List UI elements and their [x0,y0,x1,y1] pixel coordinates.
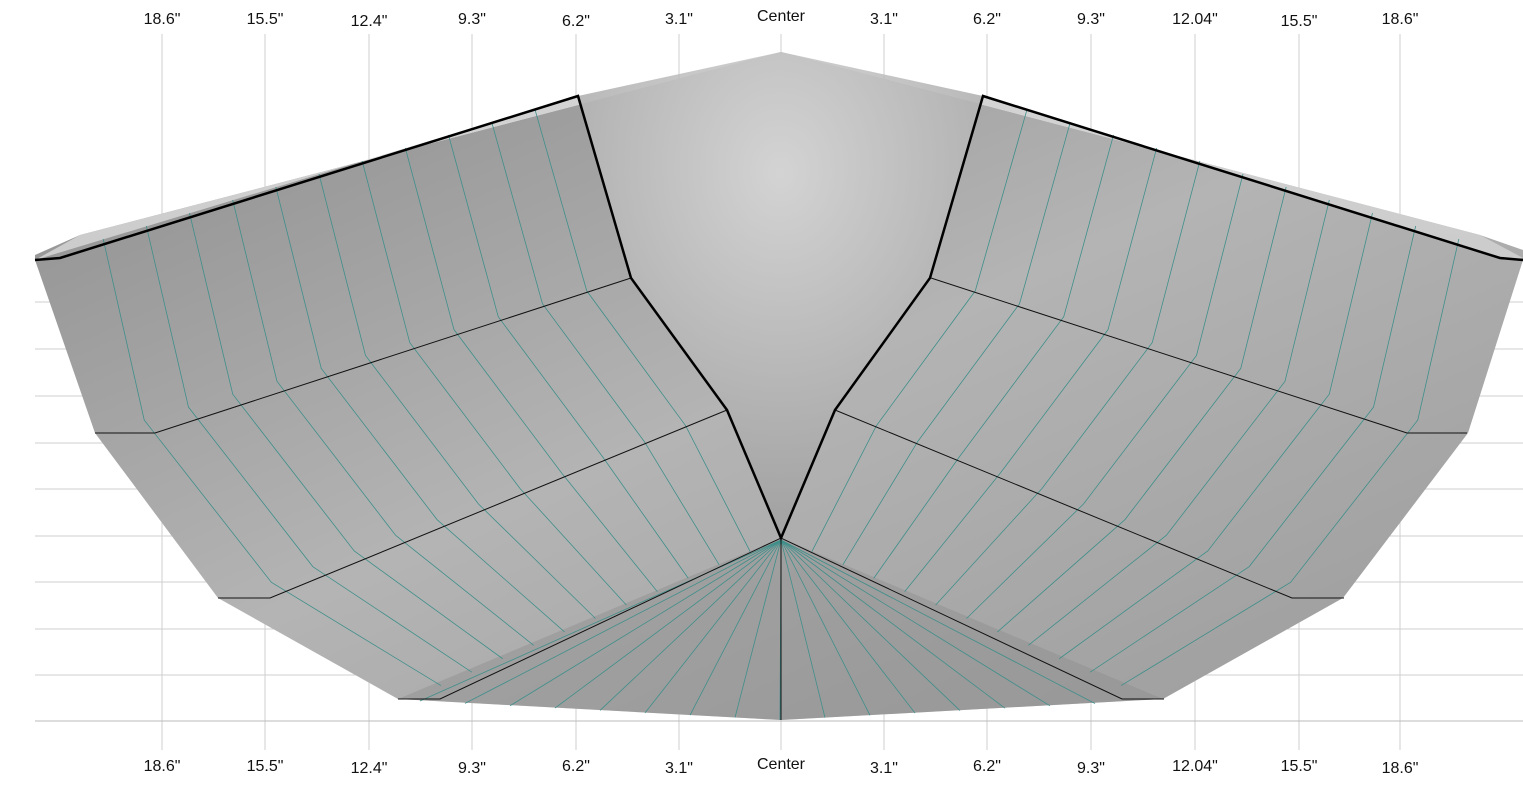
top-station-label: Center [757,8,806,25]
bottom-ray [689,539,782,716]
bottom-ray [599,539,782,711]
bottom-station-label: 18.6" [144,758,181,775]
bottom-station-label: 6.2" [973,758,1001,775]
station-line [189,212,503,660]
station-line [966,173,1244,619]
bottom-ray [734,539,782,718]
bottom-ray [554,539,782,709]
bottom-station-label: 6.2" [562,758,590,775]
bottom-ray [780,539,916,714]
top-station-label: 9.3" [1077,11,1105,28]
station-line [318,173,596,619]
station-line [997,186,1287,633]
bottom-station-label: 3.1" [665,760,693,777]
top-station-label: 12.4" [351,13,388,30]
bottom-ray [464,539,782,704]
top-station-label: 3.1" [665,11,693,28]
bottom-ray [780,539,1096,704]
bottom-ray [509,539,782,707]
station-line [1089,225,1417,673]
top-station-label: 18.6" [144,11,181,28]
bottom-station-label: 3.1" [870,760,898,777]
bottom-ray [780,539,826,718]
station-line [904,147,1158,592]
top-station-label: 9.3" [458,11,486,28]
bottom-ray [780,539,961,711]
station-line [1028,199,1330,646]
top-station-label: 3.1" [870,11,898,28]
station-line [873,134,1114,579]
station-line [842,121,1071,566]
bottom-ray [644,539,782,714]
station-line [448,134,689,579]
station-line [1120,238,1460,686]
top-station-label: 15.5" [247,11,284,28]
station-line [404,147,658,592]
bottom-station-label: 12.04" [1172,758,1218,775]
station-lines [102,108,1460,720]
bottom-station-label: 12.4" [351,760,388,777]
bottom-station-label: 18.6" [1382,760,1419,777]
bottom-station-label: 9.3" [458,760,486,777]
top-station-label: 6.2" [562,13,590,30]
bottom-station-label: 9.3" [1077,760,1105,777]
bottom-ray [780,539,1051,707]
bottom-ray [780,539,871,716]
bottom-station-label: Center [757,756,806,773]
bottom-station-label: 15.5" [247,758,284,775]
station-line [935,160,1201,606]
inner-face [578,52,983,538]
station-line [102,238,442,686]
station-line [275,186,565,633]
top-station-label: 18.6" [1382,11,1419,28]
station-line [361,160,627,606]
labels: 18.6" 15.5" 12.4" 9.3" 6.2" 3.1" Center 3.1" 6.2… [144,8,1419,777]
station-line [1059,212,1373,660]
bottom-station-label: 15.5" [1281,758,1318,775]
station-line [534,108,751,552]
station-line [491,121,720,566]
station-line [232,199,534,646]
top-station-label: 6.2" [973,11,1001,28]
bottom-ray [780,539,1006,709]
top-station-label: 12.04" [1172,11,1218,28]
station-line [811,108,1028,552]
top-station-label: 15.5" [1281,13,1318,30]
station-line [145,225,473,673]
sheer-line [34,94,1523,542]
